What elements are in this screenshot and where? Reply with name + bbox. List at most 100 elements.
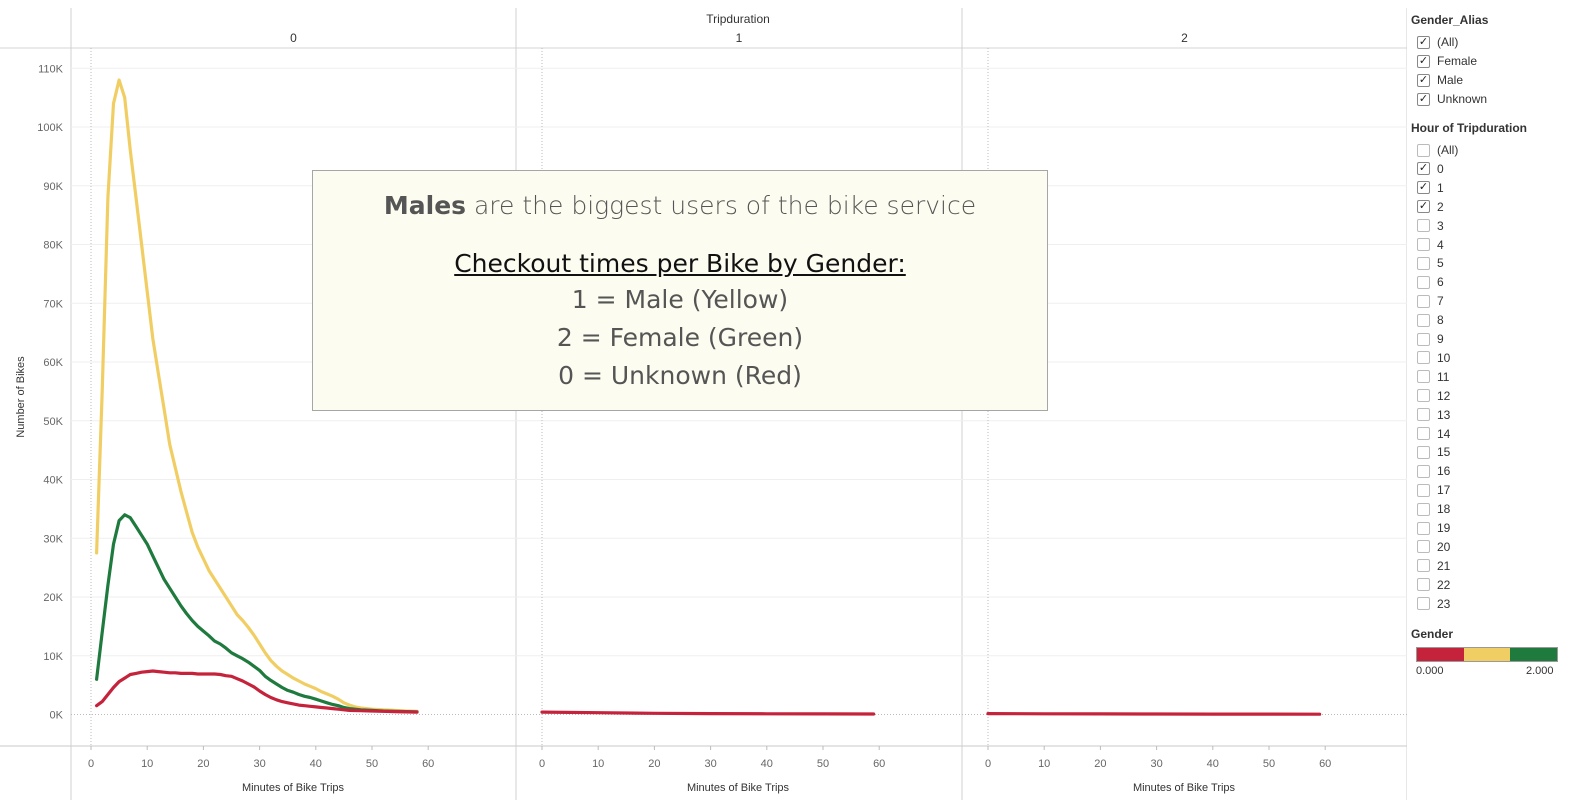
x-tick-label: 0	[88, 758, 94, 770]
panel-header-2: 2	[1181, 31, 1188, 45]
legend-swatch-red	[1417, 648, 1464, 661]
annotation-subtitle: Checkout times per Bike by Gender:	[454, 249, 906, 278]
hour-option-20[interactable]: 20	[1417, 538, 1450, 556]
gender-alias-option-unknown[interactable]: ✓ Unknown	[1417, 90, 1487, 108]
hour-option-label: 8	[1437, 313, 1444, 328]
checkbox-checked-icon[interactable]: ✓	[1417, 181, 1430, 195]
checkbox-unchecked-icon[interactable]	[1417, 143, 1430, 157]
series-line-gender-1-panel-0	[95, 78, 419, 713]
checkbox-unchecked-icon[interactable]	[1417, 408, 1430, 422]
hour-option-label: 22	[1437, 577, 1451, 592]
hour-option-12[interactable]: 12	[1417, 387, 1450, 405]
hour-option-2[interactable]: ✓ 2	[1417, 198, 1444, 216]
series-line-gender-2-panel-0	[95, 513, 419, 714]
checkbox-unchecked-icon[interactable]	[1417, 219, 1430, 233]
checkbox-unchecked-icon[interactable]	[1417, 445, 1430, 459]
hour-option-17[interactable]: 17	[1417, 481, 1450, 499]
hour-option-7[interactable]: 7	[1417, 292, 1444, 310]
x-tick-label: 20	[197, 758, 209, 770]
hour-option-label: 2	[1437, 199, 1444, 214]
x-tick-label: 10	[141, 758, 153, 770]
hour-option-4[interactable]: 4	[1417, 236, 1444, 254]
hour-option-label: 12	[1437, 388, 1451, 403]
checkbox-checked-icon[interactable]: ✓	[1417, 35, 1430, 49]
hour-option-label: 10	[1437, 350, 1451, 365]
series-layer	[95, 78, 1322, 716]
hour-option-3[interactable]: 3	[1417, 217, 1444, 235]
checkbox-unchecked-icon[interactable]	[1417, 483, 1430, 497]
x-tick-label: 50	[366, 758, 378, 770]
gender-color-legend	[1416, 647, 1558, 662]
hour-option-label: 5	[1437, 256, 1444, 271]
hour-option-all[interactable]: (All)	[1417, 141, 1458, 159]
hour-option-1[interactable]: ✓ 1	[1417, 179, 1444, 197]
hour-option-label: 6	[1437, 275, 1444, 290]
hour-option-label: 3	[1437, 218, 1444, 233]
hour-option-5[interactable]: 5	[1417, 254, 1444, 272]
checkbox-unchecked-icon[interactable]	[1417, 559, 1430, 573]
checkbox-checked-icon[interactable]: ✓	[1417, 54, 1430, 68]
annotation-bold-word: Males	[383, 191, 467, 220]
y-tick-label: 50K	[43, 416, 63, 428]
hour-option-0[interactable]: ✓ 0	[1417, 160, 1444, 178]
hour-option-21[interactable]: 21	[1417, 557, 1450, 575]
hour-option-label: 9	[1437, 332, 1444, 346]
x-tick-label: 40	[761, 758, 773, 770]
checkbox-checked-icon[interactable]: ✓	[1417, 162, 1430, 176]
filter-panel: Gender_Alias ✓ (All) ✓ Female ✓ Male ✓ Unknown …	[1407, 0, 1573, 803]
hour-option-16[interactable]: 16	[1417, 462, 1450, 480]
checkbox-unchecked-icon[interactable]	[1417, 313, 1430, 327]
annotation-unknown-line: 0 = Unknown (Red)	[558, 361, 802, 390]
x-tick-label: 10	[592, 758, 604, 770]
y-tick-label: 110K	[38, 63, 64, 75]
checkbox-unchecked-icon[interactable]	[1417, 294, 1430, 308]
x-axis-title-2: Minutes of Bike Trips	[1133, 782, 1236, 794]
hour-option-19[interactable]: 19	[1417, 519, 1450, 537]
y-tick-label: 100K	[37, 122, 63, 134]
checkbox-unchecked-icon[interactable]	[1417, 597, 1430, 611]
checkbox-unchecked-icon[interactable]	[1417, 540, 1430, 554]
checkbox-unchecked-icon[interactable]	[1417, 351, 1430, 365]
legend-min-label: 0.000	[1416, 665, 1444, 677]
x-tick-label: 0	[539, 758, 545, 770]
hour-option-13[interactable]: 13	[1417, 406, 1450, 424]
checkbox-checked-icon[interactable]: ✓	[1417, 92, 1430, 106]
checkbox-unchecked-icon[interactable]	[1417, 521, 1430, 535]
y-tick-label: 30K	[43, 533, 63, 545]
hour-option-6[interactable]: 6	[1417, 273, 1444, 291]
checkbox-unchecked-icon[interactable]	[1417, 275, 1430, 289]
hour-option-10[interactable]: 10	[1417, 349, 1450, 367]
checkbox-checked-icon[interactable]: ✓	[1417, 200, 1430, 214]
checkbox-unchecked-icon[interactable]	[1417, 427, 1430, 440]
hour-option-11[interactable]: 11	[1417, 368, 1449, 386]
gender-alias-option-all[interactable]: ✓ (All)	[1417, 33, 1458, 51]
x-tick-label: 60	[422, 758, 434, 770]
y-tick-label: 40K	[43, 475, 63, 487]
hour-option-label: 17	[1437, 483, 1451, 498]
checkbox-unchecked-icon[interactable]	[1417, 256, 1430, 270]
checkbox-checked-icon[interactable]: ✓	[1417, 73, 1430, 87]
hour-option-18[interactable]: 18	[1417, 500, 1450, 518]
checkbox-unchecked-icon[interactable]	[1417, 464, 1430, 478]
hour-option-8[interactable]: 8	[1417, 311, 1444, 329]
checkbox-unchecked-icon[interactable]	[1417, 332, 1430, 346]
annotation-male-line: 1 = Male (Yellow)	[571, 285, 789, 314]
hour-option-14[interactable]: 14	[1417, 425, 1450, 443]
hour-option-15[interactable]: 15	[1417, 443, 1450, 461]
gender-alias-option-female[interactable]: ✓ Female	[1417, 52, 1477, 70]
legend-swatch-green	[1510, 648, 1558, 661]
x-tick-label: 40	[1207, 758, 1219, 770]
checkbox-unchecked-icon[interactable]	[1417, 578, 1430, 592]
hour-option-9[interactable]: 9	[1417, 330, 1444, 348]
hour-option-22[interactable]: 22	[1417, 576, 1450, 594]
checkbox-unchecked-icon[interactable]	[1417, 389, 1430, 403]
gender-alias-option-male[interactable]: ✓ Male	[1417, 71, 1463, 89]
checkbox-unchecked-icon[interactable]	[1417, 502, 1430, 516]
checkbox-unchecked-icon[interactable]	[1417, 370, 1430, 384]
gender-alias-option-label: Female	[1437, 54, 1478, 68]
annotation-headline: Males are the biggest users of the bike …	[313, 189, 1047, 223]
checkbox-unchecked-icon[interactable]	[1417, 238, 1430, 251]
hour-option-label: 13	[1437, 407, 1451, 422]
hour-option-23[interactable]: 23	[1417, 595, 1450, 613]
x-tick-label: 60	[1319, 758, 1331, 770]
